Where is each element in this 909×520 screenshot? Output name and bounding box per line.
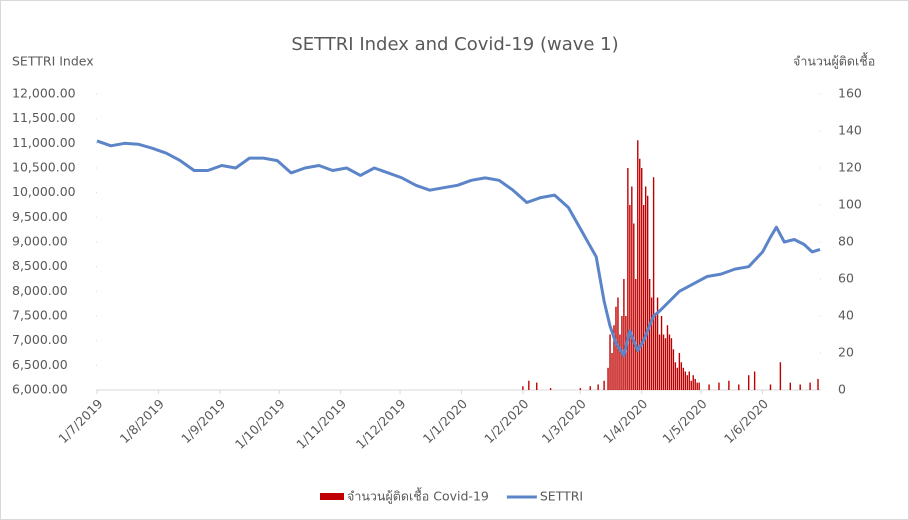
y-tick-label: 8,000.00 xyxy=(12,283,68,298)
bar xyxy=(660,316,663,390)
bar xyxy=(696,382,698,390)
bar xyxy=(688,371,690,390)
bar xyxy=(589,386,591,390)
bar xyxy=(619,334,621,390)
bar xyxy=(652,177,655,390)
bar xyxy=(536,382,538,390)
bar xyxy=(597,384,599,390)
bar xyxy=(603,380,605,390)
y2-tick-label: 140 xyxy=(838,123,862,138)
bar xyxy=(666,325,669,390)
bar xyxy=(668,334,671,390)
bar xyxy=(680,362,683,390)
bar xyxy=(708,384,710,390)
bar xyxy=(686,375,688,390)
bar xyxy=(615,306,617,390)
bar xyxy=(753,371,756,390)
bar xyxy=(654,316,657,390)
bar xyxy=(769,384,772,390)
bar xyxy=(613,325,615,390)
bar xyxy=(718,382,720,390)
y-tick-label: 7,500.00 xyxy=(12,308,68,323)
bar xyxy=(817,378,819,390)
bar xyxy=(611,353,613,390)
bar xyxy=(799,384,801,390)
y2-tick-label: 60 xyxy=(838,271,854,286)
bar xyxy=(643,205,645,390)
bar xyxy=(639,158,641,390)
y-tick-label: 7,000.00 xyxy=(12,332,68,347)
bar xyxy=(779,362,782,390)
bar xyxy=(662,334,665,390)
bar xyxy=(633,223,635,390)
chart-title: SETTRI Index and Covid-19 (wave 1) xyxy=(291,34,618,55)
bar xyxy=(670,338,673,390)
bar xyxy=(609,334,611,390)
bar xyxy=(809,382,811,390)
bar xyxy=(646,195,649,390)
bar xyxy=(684,371,687,390)
bar xyxy=(629,205,631,390)
bar xyxy=(623,279,625,390)
y2-tick-label: 40 xyxy=(838,308,854,323)
bar xyxy=(522,386,524,390)
y-tick-label: 6,000.00 xyxy=(12,382,68,397)
y-tick-label: 8,500.00 xyxy=(12,258,68,273)
y2-axis-title: จำนวนผู้ติดเชื้อ xyxy=(793,52,875,70)
bar xyxy=(664,338,667,390)
bar xyxy=(658,334,661,390)
legend-label: SETTRI xyxy=(540,489,583,504)
y-tick-label: 9,000.00 xyxy=(12,234,68,249)
bar xyxy=(648,279,651,390)
y2-tick-label: 80 xyxy=(838,234,854,249)
bar xyxy=(747,375,750,390)
legend-label: จำนวนผู้ติดเชื้อ Covid-19 xyxy=(347,487,489,505)
bar xyxy=(676,367,679,390)
bar xyxy=(690,380,692,390)
bar xyxy=(682,367,685,390)
bar xyxy=(678,353,681,390)
y-tick-label: 12,000.00 xyxy=(12,86,76,101)
y-tick-label: 11,500.00 xyxy=(12,110,76,125)
line xyxy=(96,139,821,357)
bar xyxy=(738,384,740,390)
bar xyxy=(650,297,653,390)
y2-tick-label: 0 xyxy=(838,382,846,397)
bar xyxy=(728,380,730,390)
y2-tick-label: 160 xyxy=(838,86,862,101)
bar xyxy=(637,140,639,390)
bar xyxy=(694,378,696,390)
bar xyxy=(672,349,675,390)
bar xyxy=(698,382,700,390)
bar xyxy=(635,279,637,390)
y-tick-label: 6,500.00 xyxy=(12,357,68,372)
bar xyxy=(549,388,552,390)
y-tick-label: 10,000.00 xyxy=(12,184,76,199)
bar xyxy=(631,186,633,390)
bar xyxy=(644,186,647,390)
y2-tick-label: 120 xyxy=(838,160,862,175)
bar xyxy=(674,362,677,390)
bar xyxy=(627,168,629,390)
bar xyxy=(528,380,530,390)
bar xyxy=(607,367,609,390)
y-tick-label: 9,500.00 xyxy=(12,209,68,224)
bar xyxy=(789,382,791,390)
y-axis-title: SETTRI Index xyxy=(12,54,94,69)
y-tick-label: 11,000.00 xyxy=(12,135,76,150)
y2-tick-label: 20 xyxy=(838,345,854,360)
bar xyxy=(641,168,643,390)
legend-swatch xyxy=(320,493,344,500)
bar xyxy=(656,297,659,390)
bar xyxy=(579,388,582,390)
y2-tick-label: 100 xyxy=(838,197,862,212)
y-tick-label: 10,500.00 xyxy=(12,160,76,175)
bar xyxy=(692,375,694,390)
